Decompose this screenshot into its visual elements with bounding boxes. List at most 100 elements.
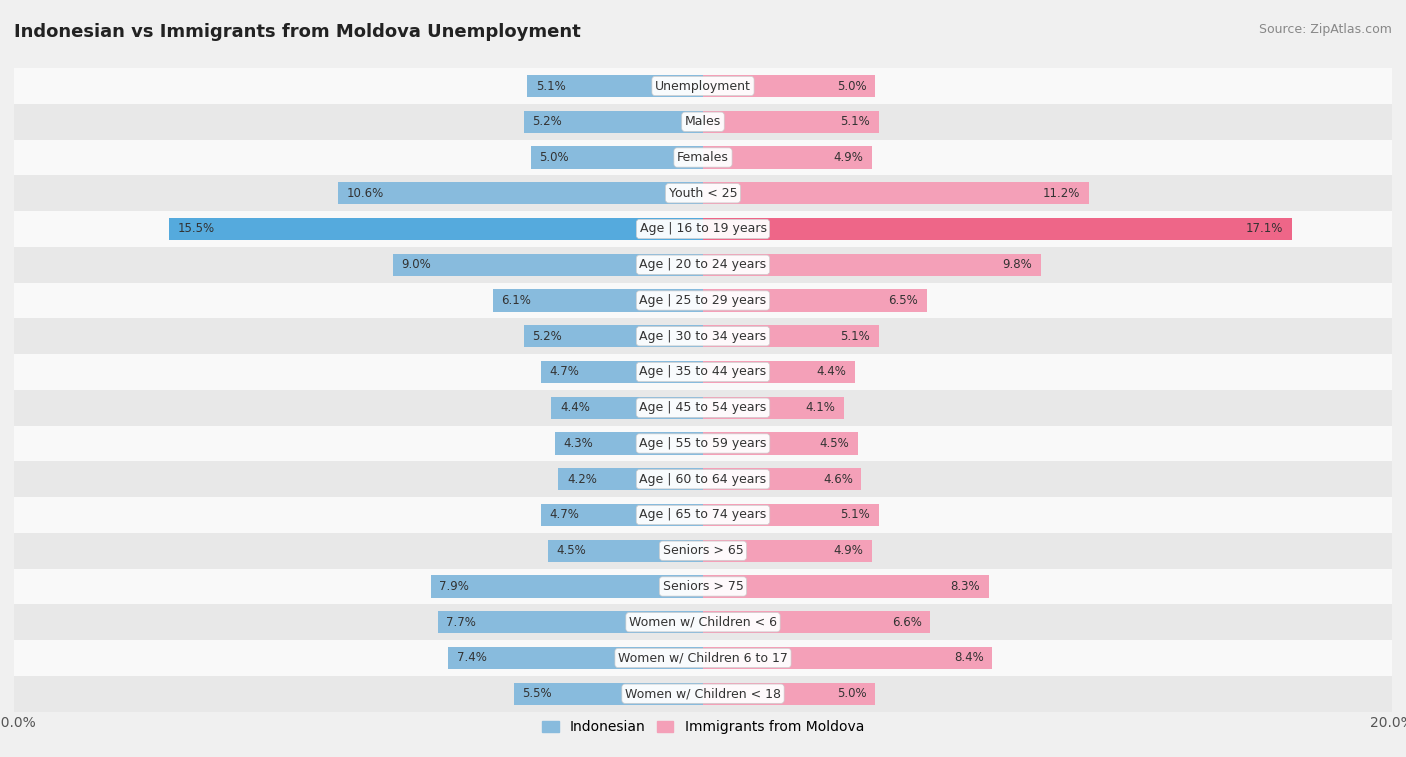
Bar [524,111,703,132]
Bar [14,533,1392,569]
Text: 4.4%: 4.4% [815,366,846,378]
Bar [494,289,703,312]
Bar [14,104,1392,139]
Text: 4.5%: 4.5% [557,544,586,557]
Bar [541,504,703,526]
Bar [703,111,879,132]
Bar [14,497,1392,533]
Text: 4.5%: 4.5% [820,437,849,450]
Text: Age | 20 to 24 years: Age | 20 to 24 years [640,258,766,271]
Text: 5.1%: 5.1% [536,79,565,92]
Bar [703,146,872,169]
Bar [531,146,703,169]
Text: Source: ZipAtlas.com: Source: ZipAtlas.com [1258,23,1392,36]
Text: 4.9%: 4.9% [834,151,863,164]
Text: 7.4%: 7.4% [457,652,486,665]
Bar [14,390,1392,425]
Bar [14,211,1392,247]
Text: 5.1%: 5.1% [841,509,870,522]
Bar [703,182,1088,204]
Text: 4.6%: 4.6% [823,472,853,486]
Text: 5.2%: 5.2% [533,330,562,343]
Bar [337,182,703,204]
Bar [392,254,703,276]
Bar [14,640,1392,676]
Text: 8.4%: 8.4% [955,652,984,665]
Bar [541,361,703,383]
Text: 15.5%: 15.5% [177,223,215,235]
Bar [703,289,927,312]
Text: 4.9%: 4.9% [834,544,863,557]
Legend: Indonesian, Immigrants from Moldova: Indonesian, Immigrants from Moldova [537,715,869,740]
Text: 4.7%: 4.7% [550,366,579,378]
Bar [14,282,1392,319]
Bar [703,575,988,597]
Text: 5.2%: 5.2% [533,115,562,128]
Bar [703,218,1292,240]
Bar [14,676,1392,712]
Text: 5.0%: 5.0% [540,151,569,164]
Bar [551,397,703,419]
Bar [14,139,1392,176]
Text: 5.5%: 5.5% [522,687,551,700]
Text: Seniors > 75: Seniors > 75 [662,580,744,593]
Bar [703,432,858,454]
Bar [449,647,703,669]
Bar [14,68,1392,104]
Bar [437,611,703,634]
Text: Women w/ Children < 6: Women w/ Children < 6 [628,615,778,629]
Bar [703,397,844,419]
Text: 4.4%: 4.4% [560,401,591,414]
Text: 4.7%: 4.7% [550,509,579,522]
Text: 4.1%: 4.1% [806,401,835,414]
Text: Males: Males [685,115,721,128]
Bar [524,326,703,347]
Bar [14,425,1392,461]
Text: Age | 35 to 44 years: Age | 35 to 44 years [640,366,766,378]
Text: Females: Females [678,151,728,164]
Bar [513,683,703,705]
Text: Unemployment: Unemployment [655,79,751,92]
Bar [14,319,1392,354]
Bar [527,75,703,97]
Bar [703,326,879,347]
Text: 4.3%: 4.3% [564,437,593,450]
Bar [169,218,703,240]
Text: Seniors > 65: Seniors > 65 [662,544,744,557]
Bar [703,647,993,669]
Text: 8.3%: 8.3% [950,580,980,593]
Bar [703,361,855,383]
Text: 6.1%: 6.1% [502,294,531,307]
Bar [14,569,1392,604]
Bar [548,540,703,562]
Bar [555,432,703,454]
Text: Age | 45 to 54 years: Age | 45 to 54 years [640,401,766,414]
Bar [558,468,703,491]
Text: Age | 65 to 74 years: Age | 65 to 74 years [640,509,766,522]
Bar [14,354,1392,390]
Text: 5.1%: 5.1% [841,115,870,128]
Text: Age | 16 to 19 years: Age | 16 to 19 years [640,223,766,235]
Bar [703,468,862,491]
Text: Age | 30 to 34 years: Age | 30 to 34 years [640,330,766,343]
Text: 11.2%: 11.2% [1043,187,1080,200]
Bar [703,75,875,97]
Text: 6.5%: 6.5% [889,294,918,307]
Text: Age | 60 to 64 years: Age | 60 to 64 years [640,472,766,486]
Text: 5.0%: 5.0% [837,79,866,92]
Bar [703,504,879,526]
Bar [14,247,1392,282]
Text: 9.0%: 9.0% [402,258,432,271]
Text: 5.1%: 5.1% [841,330,870,343]
Bar [703,611,931,634]
Bar [14,604,1392,640]
Bar [14,461,1392,497]
Bar [703,540,872,562]
Text: Women w/ Children 6 to 17: Women w/ Children 6 to 17 [619,652,787,665]
Text: 5.0%: 5.0% [837,687,866,700]
Text: 6.6%: 6.6% [891,615,922,629]
Bar [703,683,875,705]
Bar [430,575,703,597]
Text: 7.7%: 7.7% [446,615,477,629]
Bar [14,176,1392,211]
